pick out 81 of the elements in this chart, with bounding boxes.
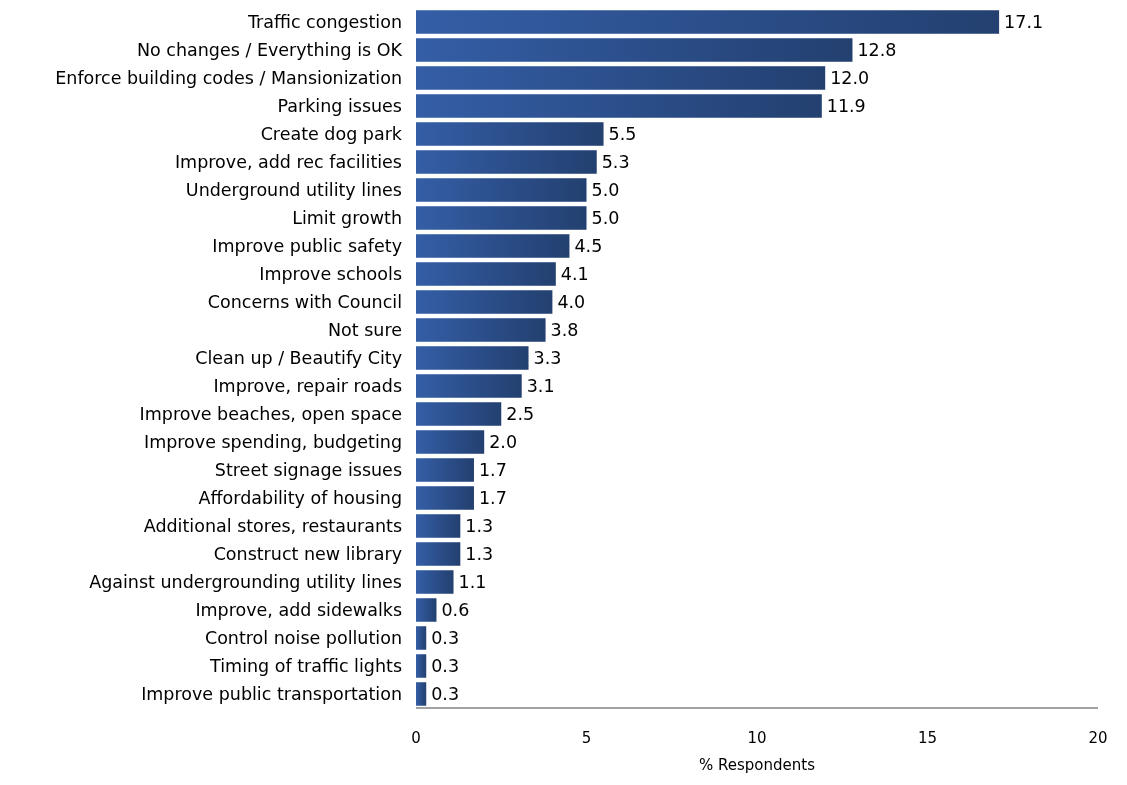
y-tick-label: Concerns with Council: [207, 292, 402, 313]
bar: [416, 430, 485, 454]
data-label: 1.3: [465, 544, 494, 565]
data-label: 3.1: [526, 376, 555, 397]
y-tick-label: Limit growth: [292, 208, 402, 229]
y-tick-label: Not sure: [327, 320, 402, 341]
bar: [416, 94, 822, 118]
data-label: 11.9: [826, 96, 866, 117]
data-label: 2.5: [506, 404, 535, 425]
data-label: 1.7: [478, 460, 507, 481]
data-label: 5.0: [591, 180, 620, 201]
bar: [416, 682, 427, 706]
data-label: 1.1: [458, 572, 487, 593]
x-tick-label: 15: [917, 729, 938, 747]
data-label: 5.0: [591, 208, 620, 229]
bar: [416, 486, 474, 510]
bar: [416, 346, 529, 370]
y-tick-label: Control noise pollution: [204, 628, 402, 649]
y-tick-label: Improve, repair roads: [213, 376, 402, 397]
bar: [416, 38, 853, 62]
y-tick-label: Traffic congestion: [246, 12, 402, 33]
bar: [416, 262, 556, 286]
data-label: 17.1: [1004, 12, 1044, 33]
y-tick-label: Against undergrounding utility lines: [89, 572, 402, 593]
bar: [416, 570, 454, 594]
data-label: 2.0: [489, 432, 518, 453]
x-tick-label: 10: [747, 729, 767, 747]
data-label: 3.3: [533, 348, 562, 369]
y-tick-label: Improve schools: [259, 264, 402, 285]
bar: [416, 122, 604, 146]
data-label: 12.8: [857, 40, 897, 61]
y-tick-label: Underground utility lines: [185, 180, 402, 201]
bar: [416, 66, 826, 90]
bar: [416, 654, 427, 678]
bar: [416, 178, 587, 202]
bar: [416, 234, 570, 258]
bar: [416, 598, 437, 622]
y-tick-label: Clean up / Beautify City: [195, 348, 402, 369]
bar: [416, 290, 553, 314]
bar: [416, 206, 587, 230]
data-label: 0.3: [431, 628, 460, 649]
data-label: 4.5: [574, 236, 603, 257]
bar: [416, 458, 474, 482]
y-tick-label: Additional stores, restaurants: [143, 516, 402, 537]
y-tick-label: Enforce building codes / Mansionization: [55, 68, 402, 89]
y-tick-label: Improve, add rec facilities: [174, 152, 402, 173]
y-tick-label: Parking issues: [277, 96, 402, 117]
bar: [416, 402, 502, 426]
data-label: 12.0: [830, 68, 870, 89]
x-tick-label: 20: [1088, 729, 1108, 747]
y-tick-label: Street signage issues: [214, 460, 402, 481]
y-tick-label: Construct new library: [213, 544, 402, 565]
y-tick-label: Create dog park: [260, 124, 403, 145]
x-tick-label: 0: [411, 729, 421, 747]
data-label: 4.0: [557, 292, 586, 313]
data-label: 1.7: [478, 488, 507, 509]
y-tick-label: No changes / Everything is OK: [136, 40, 403, 61]
bar: [416, 542, 461, 566]
y-tick-label: Timing of traffic lights: [209, 656, 402, 677]
bar: [416, 318, 546, 342]
data-label: 1.3: [465, 516, 494, 537]
y-tick-label: Improve public safety: [212, 236, 402, 257]
y-tick-label: Improve public transportation: [141, 684, 402, 705]
data-label: 3.8: [550, 320, 579, 341]
bar: [416, 514, 461, 538]
x-axis-title: % Respondents: [699, 756, 816, 774]
data-label: 0.3: [431, 656, 460, 677]
y-tick-label: Affordability of housing: [198, 488, 402, 509]
bar: [416, 10, 1000, 34]
x-tick-label: 5: [581, 729, 592, 747]
y-tick-label: Improve beaches, open space: [139, 404, 402, 425]
y-tick-label: Improve, add sidewalks: [195, 600, 402, 621]
bar: [416, 626, 427, 650]
bar: [416, 150, 597, 174]
y-tick-label: Improve spending, budgeting: [143, 432, 402, 453]
data-label: 5.3: [601, 152, 630, 173]
data-label: 0.6: [441, 600, 470, 621]
data-label: 0.3: [431, 684, 460, 705]
bar: [416, 374, 522, 398]
data-label: 5.5: [608, 124, 637, 145]
data-label: 4.1: [560, 264, 589, 285]
